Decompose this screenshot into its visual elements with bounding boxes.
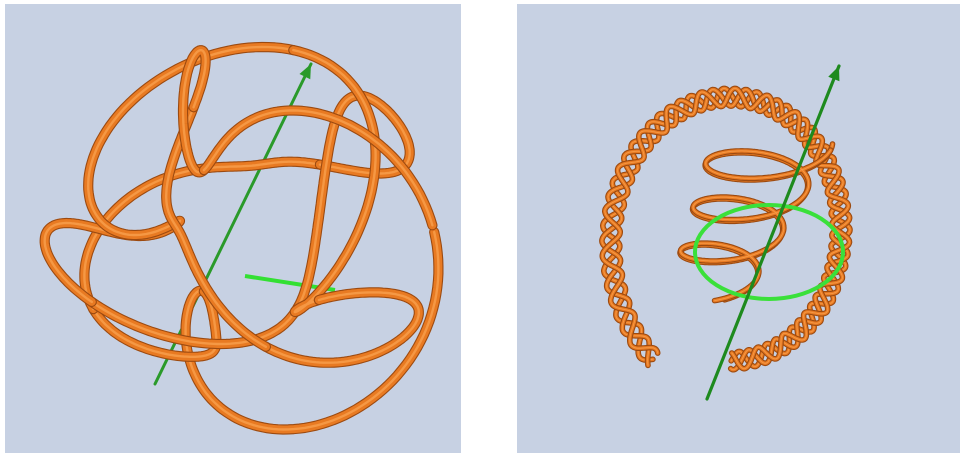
figure-left xyxy=(5,4,461,453)
tangled-knot-render xyxy=(5,4,461,453)
tube-segment xyxy=(266,292,419,362)
braided-knot-render xyxy=(517,4,960,453)
figure-right xyxy=(517,4,960,453)
tube-segment xyxy=(183,50,206,172)
